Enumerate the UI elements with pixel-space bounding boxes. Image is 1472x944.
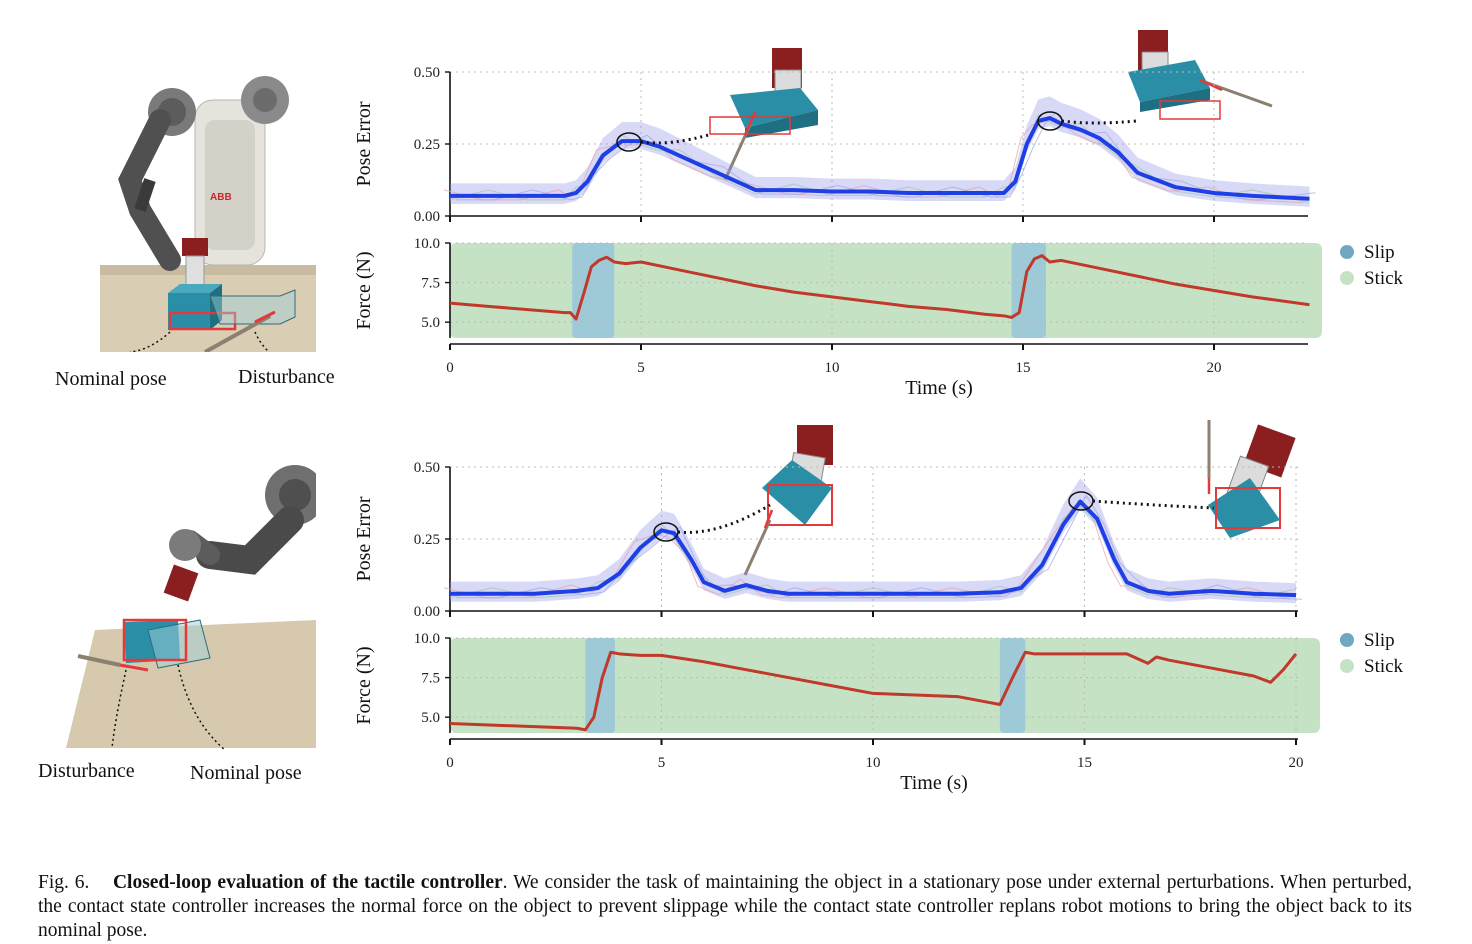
y-tick-label: 7.5 (421, 671, 440, 687)
trial-trace (456, 111, 1316, 201)
chart-top-pose-error: 0.00 0.25 0.50 Pose Error (353, 65, 1316, 225)
y-tick-label: 0.00 (414, 604, 440, 620)
label-nominal-pose-top: Nominal pose (55, 368, 167, 390)
y-axis-label: Pose Error (353, 101, 375, 186)
label-disturbance-bottom: Disturbance (38, 760, 135, 782)
legend-label-stick: Stick (1364, 656, 1404, 677)
legend-swatch-slip (1340, 245, 1354, 259)
y-tick-label: 0.25 (414, 532, 440, 548)
label-disturbance-top: Disturbance (238, 366, 335, 388)
figure-caption: Fig. 6. Closed-loop evaluation of the ta… (38, 871, 1412, 943)
annotation-connector (677, 503, 771, 534)
chart-top-force: 5.0 7.5 10.0 0 5 10 15 20 Time (s) Force (N) (353, 236, 1322, 399)
x-tick-label: 15 (1016, 360, 1031, 376)
chart-bottom-force: 5.0 7.5 10.0 0 5 10 15 20 Time (s) Force (N) (353, 631, 1320, 794)
x-tick-label: 10 (825, 360, 840, 376)
legend-top: Slip Stick (1340, 240, 1403, 292)
legend-item-stick: Stick (1340, 266, 1403, 292)
y-tick-label: 0.25 (414, 137, 440, 153)
legend-item-slip: Slip (1340, 628, 1403, 654)
charts-canvas: 0.00 0.25 0.50 Pose Error 5.0 7.5 10.0 0 5 10 15 20… (353, 30, 1322, 794)
y-tick-label: 7.5 (421, 276, 440, 292)
y-tick-label: 5.0 (421, 710, 440, 726)
force-line (449, 650, 1298, 732)
legend-bottom: Slip Stick (1340, 628, 1403, 680)
legend-label-slip: Slip (1364, 242, 1395, 263)
y-axis-label: Force (N) (353, 251, 375, 329)
robot-photo-top: ABB (100, 60, 316, 366)
robot-illustration-bottom (66, 465, 325, 751)
annotation-connector (1092, 499, 1215, 510)
pose-error-mean-line (450, 499, 1297, 598)
legend-label-slip: Slip (1364, 630, 1395, 651)
caption-title: Closed-loop evaluation of the tactile co… (112, 872, 503, 893)
y-axis-label: Pose Error (353, 496, 375, 581)
legend-label-stick: Stick (1364, 268, 1404, 289)
x-tick-label: 5 (658, 755, 666, 771)
pose-error-mean-line (450, 116, 1310, 201)
stick-region (450, 638, 1320, 733)
x-tick-label: 0 (446, 755, 454, 771)
y-tick-label: 5.0 (421, 315, 440, 331)
legend-item-stick: Stick (1340, 654, 1403, 680)
inset-top-2 (1128, 30, 1273, 120)
y-axis-label: Force (N) (353, 646, 375, 724)
slip-region (1011, 243, 1046, 338)
abb-logo: ABB (210, 192, 232, 203)
legend-item-slip: Slip (1340, 240, 1403, 266)
inset-top-1 (709, 48, 818, 181)
x-axis-label: Time (s) (905, 377, 973, 399)
x-tick-label: 20 (1207, 360, 1222, 376)
x-tick-label: 5 (637, 360, 645, 376)
caption-fig-label: Fig. 6. (38, 872, 90, 893)
slip-region (999, 638, 1026, 733)
legend-swatch-stick (1340, 271, 1354, 285)
robot-photo-bottom (60, 460, 325, 751)
legend-swatch-stick (1340, 659, 1354, 673)
y-tick-label: 0.50 (414, 460, 440, 476)
x-axis-label: Time (s) (900, 772, 968, 794)
x-tick-label: 20 (1289, 755, 1304, 771)
x-tick-label: 15 (1077, 755, 1092, 771)
y-tick-label: 10.0 (414, 631, 440, 647)
x-tick-label: 10 (866, 755, 881, 771)
y-tick-label: 10.0 (414, 236, 440, 252)
slip-region (572, 243, 615, 338)
annotation-connector (1061, 119, 1137, 125)
force-line (449, 254, 1310, 321)
caption-body: . We consider the task of maintaining th… (38, 872, 1413, 941)
series-variance-band (450, 96, 1310, 207)
y-tick-label: 0.00 (414, 209, 440, 225)
inset-bottom-2 (1207, 420, 1296, 538)
inset-bottom-1 (743, 425, 833, 576)
x-tick-label: 0 (446, 360, 454, 376)
legend-swatch-slip (1340, 633, 1354, 647)
label-nominal-pose-bottom: Nominal pose (190, 762, 302, 784)
y-tick-label: 0.50 (414, 65, 440, 81)
robot-illustration-top: ABB (100, 76, 316, 366)
